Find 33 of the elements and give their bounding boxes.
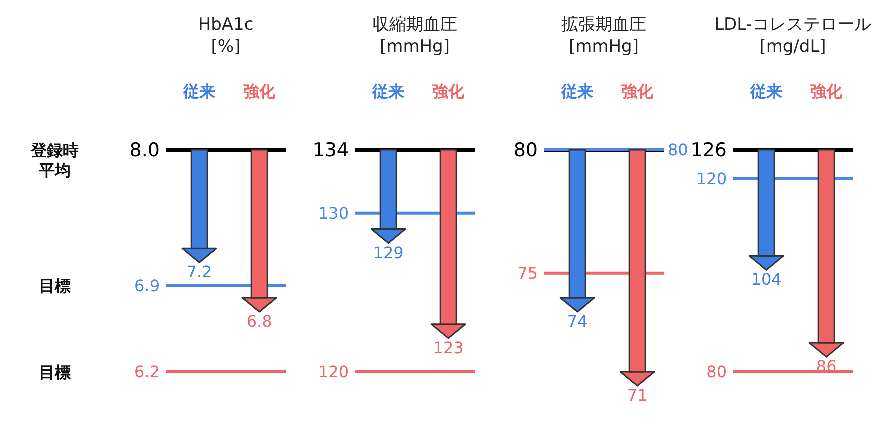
x-tick-label: 従来 [750, 82, 783, 101]
y-tick-label: 130 [318, 204, 349, 224]
x-tick-label: 強化 [432, 82, 466, 101]
x-tick-label: 従来 [560, 82, 594, 101]
data-label: 6.8 [246, 312, 272, 331]
chart-title: LDL-コレステロール [mg/dL] [714, 15, 872, 57]
data-label: 129 [373, 243, 404, 262]
text: 目標 [39, 276, 71, 296]
x-tick-label: 強化 [622, 82, 655, 101]
y-tick-label: 80 [706, 362, 727, 382]
data-label: 104 [751, 270, 782, 290]
data-label: 123 [433, 338, 464, 358]
y-tick-label: 120 [318, 362, 349, 382]
data-label: 71 [627, 386, 648, 405]
y-tick-label: 6.9 [134, 276, 160, 296]
ref-line-label: 80 [668, 140, 688, 160]
x-tick-label: 従来 [182, 82, 216, 101]
x-tick-label: 強化 [244, 82, 277, 101]
chart-title: 拡張期血圧 [mmHg] [562, 15, 646, 57]
y-tick-label: 8.0 [130, 140, 160, 162]
y-tick-label: 126 [690, 140, 727, 162]
y-tick-label: 75 [518, 264, 538, 283]
data-label: 74 [567, 312, 588, 331]
y-tick-label: 120 [696, 170, 727, 189]
text: 目標 [39, 363, 71, 382]
text: 登録時平均 [30, 141, 79, 180]
data-label: 7.2 [186, 262, 212, 282]
chart-title: HbA1c [%] [198, 15, 254, 57]
x-tick-label: 従来 [372, 82, 405, 101]
chart-title: 収縮期血圧 [mmHg] [372, 15, 458, 57]
y-tick-label: 134 [312, 140, 349, 162]
y-tick-label: 6.2 [134, 362, 160, 382]
x-tick-label: 強化 [810, 82, 844, 101]
